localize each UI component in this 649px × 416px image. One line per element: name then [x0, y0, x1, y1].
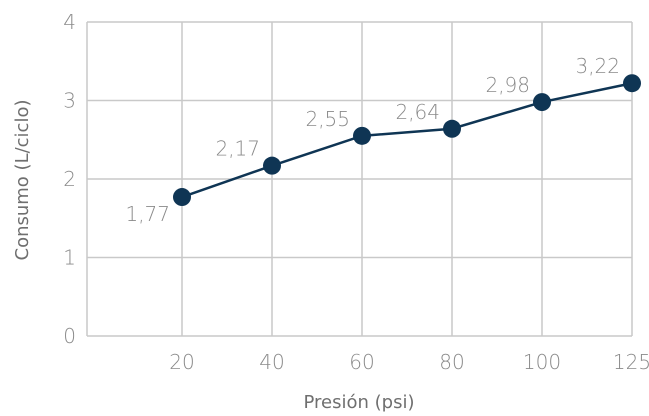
y-tick-label: 3 — [63, 89, 76, 113]
data-point — [263, 156, 281, 175]
x-tick-label: 40 — [259, 350, 284, 374]
y-tick-label: 0 — [63, 324, 76, 348]
y-tick-label: 2 — [63, 167, 76, 191]
data-point — [533, 93, 551, 112]
x-tick-label: 80 — [439, 350, 464, 374]
y-axis-title: Consumo (L/ciclo) — [12, 100, 33, 261]
x-tick-label: 125 — [613, 350, 649, 374]
data-label: 2,98 — [485, 73, 530, 97]
data-labels: 1,77 2,17 2,55 2,64 2,98 3,22 — [125, 54, 620, 226]
data-point — [353, 126, 371, 145]
series-line — [181, 82, 633, 199]
data-label: 2,64 — [395, 100, 440, 124]
data-label: 2,55 — [305, 107, 350, 131]
y-tick-labels: 0 1 2 3 4 — [63, 10, 76, 348]
data-point — [623, 74, 641, 93]
x-tick-labels: 20 40 60 80 100 125 — [169, 350, 649, 374]
y-tick-label: 4 — [63, 10, 76, 34]
data-point — [173, 188, 191, 207]
x-tick-label: 60 — [349, 350, 374, 374]
data-label: 1,77 — [125, 202, 170, 226]
y-tick-label: 1 — [63, 246, 76, 270]
x-axis-title: Presión (psi) — [304, 392, 415, 413]
x-tick-label: 20 — [169, 350, 194, 374]
data-label: 2,17 — [215, 137, 260, 161]
data-label: 3,22 — [575, 54, 620, 78]
series-line-group — [173, 74, 641, 207]
x-tick-label: 100 — [523, 350, 561, 374]
grid-lines — [86, 21, 633, 337]
data-point — [443, 119, 461, 138]
